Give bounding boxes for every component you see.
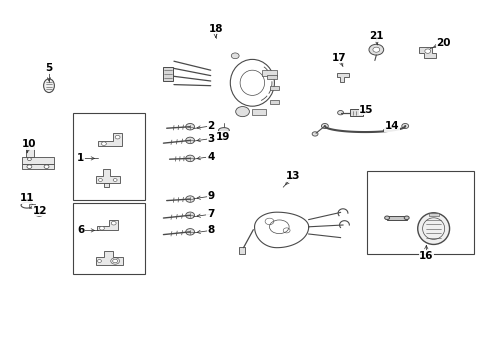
Text: 14: 14 [385, 121, 399, 131]
Circle shape [402, 123, 409, 129]
Bar [367, 171, 474, 254]
Bar [163, 67, 173, 81]
Bar [239, 247, 245, 254]
Circle shape [186, 212, 195, 219]
Polygon shape [98, 133, 122, 146]
Text: 16: 16 [419, 251, 434, 261]
Polygon shape [104, 183, 109, 187]
Ellipse shape [417, 213, 450, 244]
Circle shape [186, 229, 195, 235]
Text: 3: 3 [207, 134, 214, 144]
Bar [73, 203, 145, 274]
Bar [73, 113, 145, 200]
Circle shape [111, 221, 116, 225]
Circle shape [44, 165, 49, 168]
Text: 9: 9 [207, 191, 214, 201]
Text: 5: 5 [46, 63, 52, 73]
Polygon shape [337, 73, 349, 82]
Text: 8: 8 [207, 225, 214, 235]
Circle shape [27, 165, 32, 168]
Text: 15: 15 [359, 105, 374, 115]
Text: 6: 6 [77, 225, 84, 235]
Polygon shape [262, 70, 277, 76]
Circle shape [321, 123, 328, 129]
Bar [29, 204, 35, 208]
Circle shape [369, 44, 384, 55]
Circle shape [113, 259, 118, 263]
Bar [270, 100, 279, 104]
Text: 20: 20 [436, 38, 451, 48]
Text: 19: 19 [216, 132, 230, 142]
Circle shape [27, 158, 31, 161]
Ellipse shape [219, 128, 229, 133]
Text: 11: 11 [20, 193, 34, 203]
Ellipse shape [44, 79, 54, 93]
Polygon shape [26, 144, 34, 157]
Polygon shape [96, 169, 120, 183]
Circle shape [338, 111, 343, 115]
Circle shape [373, 47, 380, 52]
Circle shape [425, 49, 431, 53]
Text: 17: 17 [332, 53, 346, 63]
Circle shape [115, 135, 120, 139]
Polygon shape [97, 220, 118, 230]
Text: 12: 12 [33, 206, 48, 216]
Polygon shape [419, 47, 436, 58]
Ellipse shape [404, 216, 409, 220]
Circle shape [99, 226, 104, 230]
Circle shape [186, 196, 195, 202]
Bar [267, 75, 277, 79]
Text: 1: 1 [77, 153, 84, 163]
Polygon shape [22, 164, 54, 169]
Circle shape [236, 107, 249, 117]
Bar [429, 213, 439, 216]
Circle shape [231, 53, 239, 59]
Text: 18: 18 [208, 24, 223, 34]
Text: 21: 21 [369, 31, 384, 41]
Bar [350, 109, 363, 116]
Circle shape [186, 123, 195, 130]
Ellipse shape [385, 216, 390, 220]
Text: 13: 13 [286, 171, 300, 181]
Text: 10: 10 [22, 139, 37, 149]
Circle shape [98, 260, 101, 262]
Text: 2: 2 [207, 121, 214, 131]
Circle shape [113, 179, 117, 181]
Polygon shape [22, 157, 54, 164]
Circle shape [312, 132, 318, 136]
Bar [387, 216, 407, 220]
Bar [270, 86, 279, 90]
Polygon shape [96, 251, 122, 265]
Bar [252, 109, 266, 115]
Text: 7: 7 [207, 209, 215, 219]
Circle shape [98, 179, 102, 181]
Text: 4: 4 [207, 152, 215, 162]
Circle shape [186, 155, 195, 162]
Circle shape [35, 210, 44, 216]
Circle shape [101, 142, 106, 145]
Circle shape [37, 211, 42, 215]
Circle shape [186, 137, 195, 144]
